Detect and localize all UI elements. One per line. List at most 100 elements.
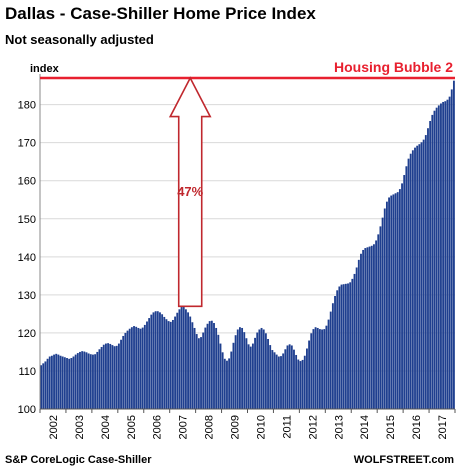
bar bbox=[89, 354, 92, 409]
bar bbox=[128, 328, 131, 409]
bar bbox=[189, 316, 192, 409]
x-tick-label: 2011 bbox=[281, 415, 293, 439]
bar bbox=[444, 101, 447, 410]
axes bbox=[39, 74, 456, 413]
chart-title: Dallas - Case-Shiller Home Price Index bbox=[5, 4, 316, 23]
bar bbox=[431, 114, 434, 409]
bar bbox=[398, 189, 401, 409]
bar-series bbox=[40, 80, 455, 410]
bar bbox=[418, 144, 421, 409]
bar bbox=[390, 195, 393, 409]
bar bbox=[286, 345, 289, 409]
bar bbox=[236, 329, 239, 409]
bar bbox=[448, 96, 451, 410]
bar bbox=[297, 359, 300, 409]
bar bbox=[150, 314, 153, 409]
bar bbox=[163, 316, 166, 409]
bar bbox=[152, 312, 155, 409]
bar bbox=[83, 351, 86, 409]
bar bbox=[327, 319, 330, 409]
bar bbox=[59, 355, 62, 409]
bar bbox=[210, 320, 213, 409]
bar bbox=[55, 353, 58, 409]
bar bbox=[182, 307, 185, 409]
x-tick-label: 2005 bbox=[126, 415, 138, 439]
bar bbox=[141, 327, 144, 409]
bar bbox=[414, 147, 416, 409]
bar bbox=[109, 343, 112, 409]
bar bbox=[295, 354, 298, 409]
bar bbox=[206, 323, 209, 409]
bar bbox=[316, 327, 319, 409]
bar bbox=[107, 343, 110, 409]
x-tick-label: 2015 bbox=[385, 415, 397, 439]
bar bbox=[299, 361, 302, 409]
bar bbox=[42, 363, 45, 409]
bar bbox=[427, 128, 429, 409]
y-tick-label: 170 bbox=[18, 138, 36, 150]
x-tick-label: 2009 bbox=[230, 415, 242, 439]
bar bbox=[92, 354, 94, 409]
bar bbox=[213, 323, 215, 409]
x-tick-label: 2013 bbox=[333, 415, 345, 439]
x-tick-labels: 2002 2003 2004 2005 2006 2007 2008 2009 2010 2011… bbox=[48, 415, 449, 439]
bar bbox=[57, 354, 60, 409]
bar bbox=[290, 345, 293, 409]
bar bbox=[195, 334, 198, 409]
bar bbox=[61, 356, 64, 409]
bar bbox=[191, 322, 194, 409]
bar bbox=[178, 309, 181, 409]
bar bbox=[364, 248, 367, 409]
bar bbox=[200, 337, 202, 409]
bar bbox=[133, 326, 135, 409]
y-tick-label: 100 bbox=[18, 404, 36, 416]
bar bbox=[269, 345, 272, 409]
bar bbox=[355, 267, 358, 409]
bar bbox=[362, 249, 365, 409]
y-tick-label: 140 bbox=[18, 252, 36, 264]
bar bbox=[375, 240, 378, 409]
bar bbox=[440, 103, 442, 409]
bar bbox=[217, 334, 220, 409]
bar bbox=[187, 312, 189, 409]
x-tick-label: 2006 bbox=[152, 415, 164, 439]
bar bbox=[243, 332, 246, 409]
x-tick-label: 2004 bbox=[100, 415, 112, 439]
bar bbox=[63, 357, 66, 409]
bar bbox=[122, 335, 125, 409]
bar bbox=[85, 352, 88, 409]
bar bbox=[193, 327, 196, 409]
bar bbox=[366, 247, 369, 409]
bar bbox=[104, 343, 107, 409]
bar bbox=[254, 337, 256, 409]
y-tick-label: 150 bbox=[18, 214, 36, 226]
bar bbox=[271, 350, 274, 409]
bar bbox=[262, 329, 265, 409]
bar bbox=[264, 333, 267, 409]
x-tick-label: 2012 bbox=[307, 415, 319, 439]
y-tick-label: 160 bbox=[18, 176, 36, 188]
bar bbox=[388, 197, 391, 409]
bar bbox=[277, 356, 280, 409]
bar bbox=[113, 346, 116, 409]
y-tick-label: 180 bbox=[18, 100, 36, 112]
bar bbox=[368, 246, 371, 409]
bar bbox=[424, 135, 427, 409]
bar bbox=[241, 327, 244, 409]
bar bbox=[349, 282, 352, 409]
bar bbox=[301, 359, 304, 409]
brand-credit: WOLFSTREET.com bbox=[353, 454, 454, 466]
bar bbox=[44, 361, 47, 409]
bar bbox=[411, 150, 414, 409]
bar bbox=[267, 338, 269, 409]
bar bbox=[450, 89, 453, 410]
bar bbox=[161, 314, 164, 409]
y-tick-label: 130 bbox=[18, 290, 36, 302]
bar bbox=[340, 284, 343, 409]
bar bbox=[120, 339, 122, 409]
bar bbox=[383, 208, 386, 409]
bar bbox=[126, 330, 129, 409]
bar bbox=[154, 311, 157, 409]
bar bbox=[167, 321, 170, 409]
